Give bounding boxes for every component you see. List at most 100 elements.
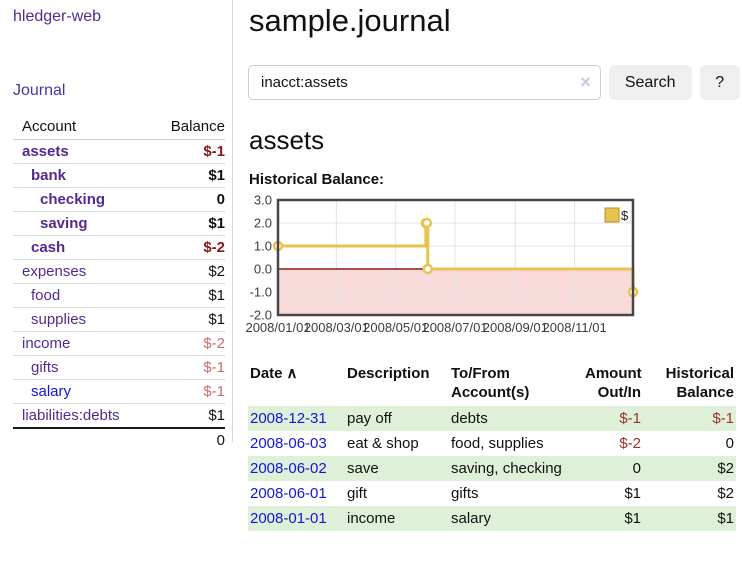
transaction-accounts: gifts bbox=[451, 485, 479, 502]
register-row: 2008-06-03 eat & shop food, supplies $-2… bbox=[248, 431, 736, 456]
transaction-accounts: saving, checking bbox=[451, 460, 562, 477]
account-link-income[interactable]: income bbox=[22, 335, 71, 352]
svg-text:2008/11/01: 2008/11/01 bbox=[543, 320, 607, 335]
accounts-total-value: 0 bbox=[153, 427, 225, 452]
svg-text:2008/09/01: 2008/09/01 bbox=[483, 320, 548, 335]
svg-text:-1.0: -1.0 bbox=[250, 285, 272, 300]
historical-balance-chart: $3.0 2.0 1.0 0.0 -1.0 -2.0 2008/01/01 2008/03/0… bbox=[245, 193, 646, 341]
account-row: food $1 bbox=[13, 283, 225, 308]
account-balance: $1 bbox=[153, 211, 225, 236]
svg-text:2008/03/01: 2008/03/01 bbox=[304, 320, 369, 335]
register-row: 2008-06-02 save saving, checking 0 $2 bbox=[248, 456, 736, 481]
main-content: sample.journal × Search ? assets Histori… bbox=[245, 0, 740, 531]
transaction-balance: $2 bbox=[717, 485, 734, 502]
transaction-date-link[interactable]: 2008-01-01 bbox=[250, 510, 327, 527]
search-box: × bbox=[248, 65, 601, 100]
account-balance: $-1 bbox=[153, 379, 225, 404]
transaction-description: gift bbox=[347, 485, 368, 502]
account-link-supplies[interactable]: supplies bbox=[31, 311, 87, 328]
register-row: 2008-12-31 pay off debts $-1 $-1 bbox=[248, 406, 736, 431]
transaction-accounts: salary bbox=[451, 510, 492, 527]
svg-text:2008/05/01: 2008/05/01 bbox=[363, 320, 428, 335]
chart-label: Historical Balance: bbox=[249, 171, 385, 188]
transaction-accounts: food, supplies bbox=[451, 435, 544, 452]
register-header-amount: Amount Out/In bbox=[585, 365, 642, 401]
search-button[interactable]: Search bbox=[608, 65, 692, 100]
account-balance: $-2 bbox=[153, 331, 225, 356]
search-input[interactable] bbox=[248, 65, 601, 100]
account-row: salary $-1 bbox=[13, 379, 225, 404]
accounts-column-header: Account bbox=[13, 116, 154, 140]
account-link-assets[interactable]: assets bbox=[22, 143, 69, 160]
transaction-amount: $1 bbox=[624, 485, 641, 502]
account-row: expenses $2 bbox=[13, 259, 225, 284]
register-row: 2008-01-01 income salary $1 $1 bbox=[248, 506, 736, 531]
transaction-date-link[interactable]: 2008-06-02 bbox=[250, 460, 327, 477]
account-row: saving $1 bbox=[13, 211, 225, 236]
transaction-balance: $1 bbox=[717, 510, 734, 527]
account-link-food[interactable]: food bbox=[31, 287, 61, 304]
svg-text:$: $ bbox=[621, 208, 629, 223]
transaction-date-link[interactable]: 2008-06-01 bbox=[250, 485, 327, 502]
transaction-description: save bbox=[347, 460, 379, 477]
svg-text:2.0: 2.0 bbox=[254, 216, 272, 231]
account-link-liabilities-debts[interactable]: liabilities:debts bbox=[22, 407, 120, 424]
account-link-cash[interactable]: cash bbox=[31, 239, 66, 256]
account-row: income $-2 bbox=[13, 331, 225, 356]
account-link-gifts[interactable]: gifts bbox=[31, 359, 59, 376]
page-title: sample.journal bbox=[249, 3, 451, 38]
clear-search-icon[interactable]: × bbox=[580, 72, 591, 92]
svg-text:3.0: 3.0 bbox=[254, 193, 272, 208]
register-header-date[interactable]: Date ∧ bbox=[250, 365, 298, 382]
account-row: bank $1 bbox=[13, 163, 225, 188]
transaction-date-link[interactable]: 2008-06-03 bbox=[250, 435, 327, 452]
sidebar: hledger-web Journal Account Balance asse… bbox=[0, 0, 232, 452]
svg-text:2008/07/01: 2008/07/01 bbox=[422, 320, 487, 335]
account-row: checking 0 bbox=[13, 187, 225, 212]
account-row: gifts $-1 bbox=[13, 355, 225, 380]
svg-text:2008/01/01: 2008/01/01 bbox=[245, 320, 310, 335]
transaction-description: pay off bbox=[347, 410, 392, 427]
register-header-row: Date ∧ Description To/From Account(s) Amo… bbox=[248, 362, 736, 406]
account-link-expenses[interactable]: expenses bbox=[22, 263, 87, 280]
transaction-balance: $-1 bbox=[712, 410, 734, 427]
svg-text:-2.0: -2.0 bbox=[250, 308, 272, 323]
sidebar-item-journal[interactable]: Journal bbox=[13, 82, 66, 99]
transaction-amount: 0 bbox=[632, 460, 641, 477]
account-link-saving[interactable]: saving bbox=[40, 215, 88, 232]
account-link-checking[interactable]: checking bbox=[40, 191, 106, 208]
transaction-balance: 0 bbox=[725, 435, 734, 452]
account-balance: $1 bbox=[153, 283, 225, 308]
transaction-description: eat & shop bbox=[347, 435, 419, 452]
account-row: assets $-1 bbox=[13, 140, 225, 164]
transaction-amount: $1 bbox=[624, 510, 641, 527]
register-header-description: Description bbox=[347, 365, 430, 382]
svg-text:1.0: 1.0 bbox=[254, 239, 272, 254]
account-balance: $-2 bbox=[153, 235, 225, 260]
transaction-description: income bbox=[347, 510, 396, 527]
account-balance: $1 bbox=[153, 307, 225, 332]
search-form: × Search ? bbox=[248, 65, 740, 100]
app-title-link[interactable]: hledger-web bbox=[13, 8, 102, 25]
accounts-total-row: 0 bbox=[13, 427, 225, 452]
sidebar-divider bbox=[232, 0, 233, 442]
account-balance: $1 bbox=[153, 403, 225, 428]
account-balance: 0 bbox=[153, 187, 225, 212]
sort-ascending-icon: ∧ bbox=[286, 365, 298, 382]
account-link-salary[interactable]: salary bbox=[31, 383, 72, 400]
help-button[interactable]: ? bbox=[699, 65, 740, 100]
account-balance: $-1 bbox=[153, 355, 225, 380]
account-balance: $2 bbox=[153, 259, 225, 284]
account-page-title: assets bbox=[249, 125, 325, 155]
svg-text:0.0: 0.0 bbox=[254, 262, 272, 277]
transaction-accounts: debts bbox=[451, 410, 488, 427]
register-row: 2008-06-01 gift gifts $1 $2 bbox=[248, 481, 736, 506]
account-link-bank[interactable]: bank bbox=[31, 167, 67, 184]
account-row: supplies $1 bbox=[13, 307, 225, 332]
transaction-date-link[interactable]: 2008-12-31 bbox=[250, 410, 327, 427]
account-row: liabilities:debts $1 bbox=[13, 403, 225, 428]
account-balance: $1 bbox=[153, 163, 225, 188]
balance-column-header: Balance bbox=[153, 116, 225, 140]
register-header-balance: Historical Balance bbox=[665, 365, 734, 401]
